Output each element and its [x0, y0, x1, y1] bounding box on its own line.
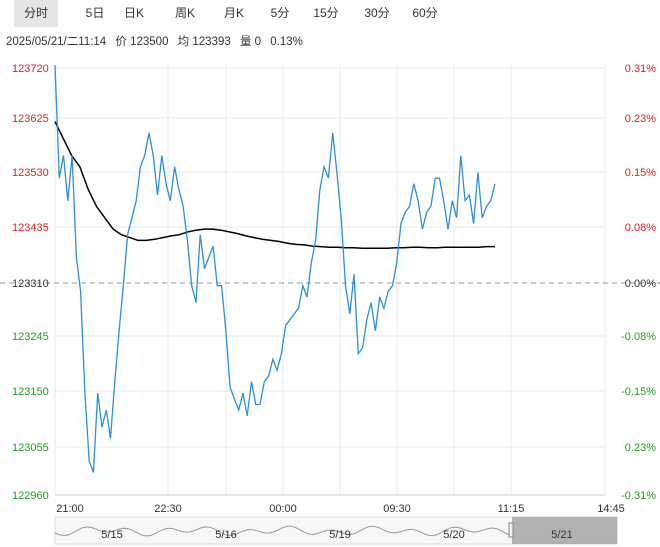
y-tick-label-left: 123245 [12, 331, 49, 343]
navigator-date-label: 5/20 [443, 529, 464, 541]
y-tick-label-right: 0.23% [625, 442, 656, 454]
navigator-date-label: 5/21 [551, 529, 572, 541]
quote-info-bar: 2025/05/21/二11:14 价 123500 均 123393 量 0 … [6, 33, 309, 49]
tab-6[interactable]: 15分 [313, 6, 339, 20]
average-price-line [54, 121, 495, 250]
chart-period-tabs: 分时 5日 日K 周K 月K 5分 15分 30分 60分 [0, 0, 660, 27]
tab-1[interactable]: 5日 [85, 6, 105, 20]
y-tick-label-left: 123150 [12, 386, 49, 398]
quote-average: 均 123393 [177, 36, 231, 48]
x-tick-label: 22:30 [154, 503, 182, 515]
navigator-date-label: 5/16 [215, 529, 236, 541]
quote-volume: 量 0 [239, 36, 262, 48]
y-tick-label-right: 0.31% [625, 63, 656, 75]
tab-0[interactable]: 分时 [14, 0, 58, 27]
tab-3[interactable]: 周K [174, 6, 195, 20]
y-tick-label-left: 123720 [12, 63, 49, 75]
y-tick-label-left: 123310 [12, 278, 49, 290]
price-line [54, 64, 496, 473]
intraday-chart[interactable]: 123720 123625 123530 123435 123310 123245 1231… [0, 55, 660, 547]
x-tick-label: 11:15 [498, 503, 525, 515]
y-tick-label-right: 0.23% [625, 113, 656, 125]
navigator-handle-left[interactable] [508, 522, 514, 538]
navigator-date-label: 5/15 [101, 529, 122, 541]
y-tick-label-left: 123530 [12, 167, 49, 179]
x-tick-label: 09:30 [383, 503, 411, 515]
y-tick-label-right: -0.31% [621, 490, 656, 502]
x-tick-label: 00:00 [269, 503, 297, 515]
y-tick-label-right: -0.08% [621, 331, 656, 343]
navigator-selection[interactable] [512, 517, 617, 544]
tab-7[interactable]: 30分 [364, 6, 390, 20]
quote-price: 价 123500 [115, 36, 169, 48]
y-tick-label-left: 123625 [12, 113, 49, 125]
x-tick-label: 14:45 [597, 503, 625, 515]
tab-2[interactable]: 日K [123, 6, 144, 20]
quote-datetime: 2025/05/21/二11:14 [6, 36, 107, 48]
y-tick-label-left: 122960 [12, 490, 49, 502]
quote-change: 0.13% [270, 36, 303, 48]
tab-8[interactable]: 60分 [412, 6, 438, 20]
tab-4[interactable]: 月K [223, 6, 244, 20]
navigator-trace [54, 525, 511, 537]
navigator-date-label: 5/19 [329, 529, 350, 541]
y-tick-label-right: 0.08% [625, 222, 656, 234]
x-tick-label: 21:00 [56, 503, 84, 515]
y-tick-label-right: 0.00% [625, 278, 656, 290]
y-tick-label-right: -0.15% [621, 386, 656, 398]
tab-5[interactable]: 5分 [270, 6, 290, 20]
y-tick-label-right: 0.15% [625, 167, 656, 179]
y-tick-label-left: 123055 [12, 442, 49, 454]
y-tick-label-left: 123435 [12, 222, 49, 234]
